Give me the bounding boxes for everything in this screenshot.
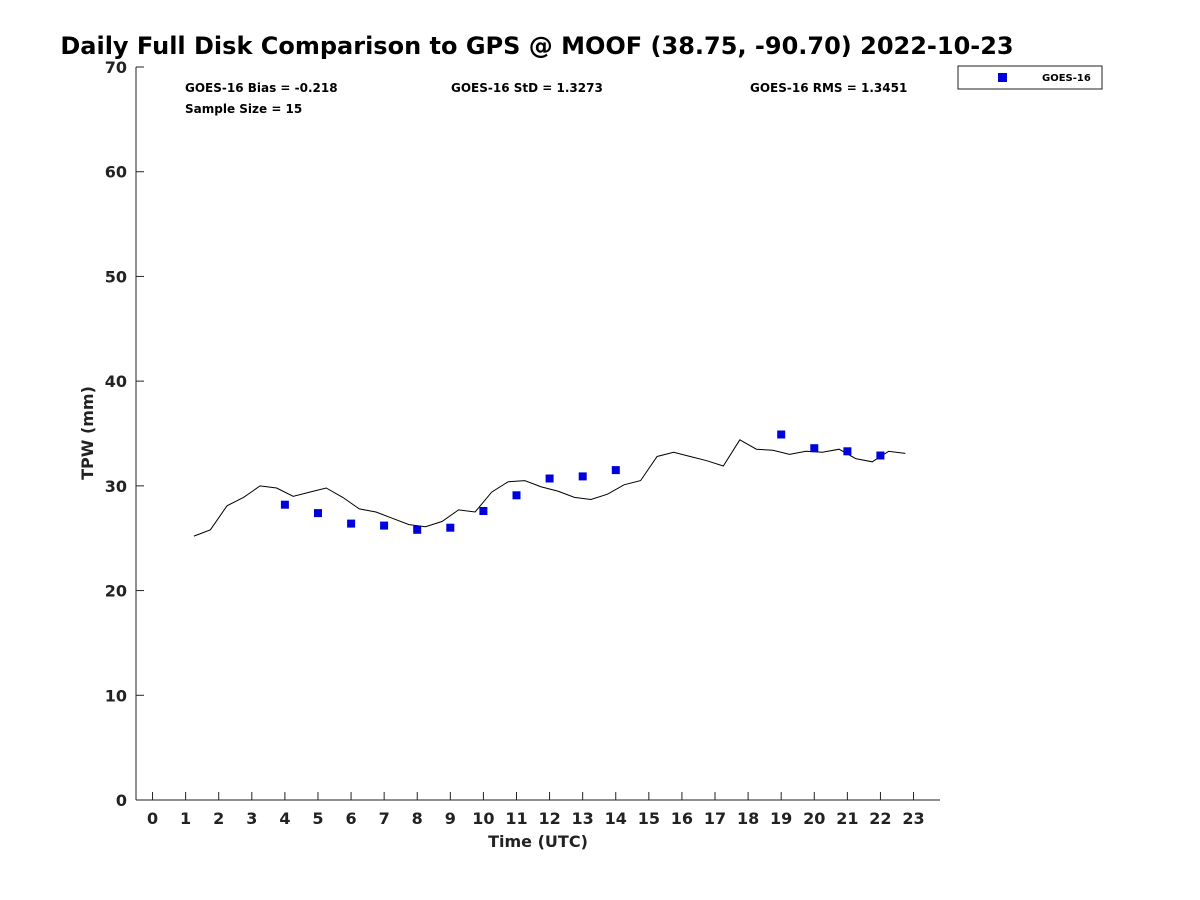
- x-tick-label: 7: [379, 809, 390, 828]
- x-ticks: 0 1 2 3 4 5 6 7 8 9 10 11 12 13 14 15 16 17 18 19 20 21 22 23: [147, 792, 925, 828]
- goes16-point: [876, 451, 885, 460]
- x-tick-label: 6: [345, 809, 356, 828]
- x-tick-label: 22: [869, 809, 891, 828]
- legend-label-goes16: GOES-16: [1042, 73, 1091, 84]
- x-tick-label: 9: [445, 809, 456, 828]
- goes16-point: [347, 519, 356, 528]
- x-tick-label: 20: [803, 809, 825, 828]
- bias-stat: GOES-16 Bias = -0.218: [185, 81, 338, 95]
- x-tick-label: 4: [279, 809, 290, 828]
- std-stat: GOES-16 StD = 1.3273: [451, 81, 603, 95]
- goes16-point: [314, 509, 322, 518]
- sample-size-stat: Sample Size = 15: [185, 102, 302, 116]
- goes16-point: [843, 447, 852, 456]
- y-tick-label: 10: [105, 686, 127, 705]
- y-tick-label: 70: [105, 58, 127, 77]
- y-tick-label: 40: [105, 372, 127, 391]
- y-tick-label: 50: [105, 267, 127, 286]
- x-tick-label: 11: [505, 809, 527, 828]
- y-tick-label: 0: [116, 791, 127, 810]
- goes16-point: [777, 430, 786, 439]
- goes16-point: [380, 521, 389, 530]
- plot-axes: [135, 67, 940, 801]
- x-axis-label: Time (UTC): [488, 832, 588, 851]
- goes16-point: [545, 474, 554, 483]
- x-tick-label: 5: [312, 809, 323, 828]
- x-tick-label: 10: [472, 809, 494, 828]
- goes16-point: [810, 444, 819, 453]
- y-tick-label: 30: [105, 477, 127, 496]
- x-tick-label: 13: [572, 809, 594, 828]
- goes16-point: [479, 507, 488, 515]
- goes16-point: [280, 500, 289, 509]
- x-tick-label: 12: [538, 809, 560, 828]
- legend-box: [957, 65, 1103, 90]
- goes16-point: [578, 472, 587, 481]
- y-tick-label: 20: [105, 582, 127, 601]
- gps-series-line: [193, 439, 906, 537]
- goes16-point: [611, 466, 620, 475]
- chart-title: Daily Full Disk Comparison to GPS @ MOOF…: [60, 32, 1013, 60]
- x-tick-label: 14: [605, 809, 627, 828]
- rms-stat: GOES-16 RMS = 1.3451: [750, 81, 907, 95]
- x-tick-label: 16: [671, 809, 693, 828]
- x-tick-label: 21: [836, 809, 858, 828]
- goes16-point: [512, 491, 521, 500]
- x-tick-label: 19: [770, 809, 792, 828]
- data-series: [193, 430, 906, 537]
- y-ticks: 0 10 20 30 40 50 60 70: [105, 58, 144, 810]
- x-tick-label: 15: [638, 809, 660, 828]
- legend-marker-goes16: [998, 73, 1007, 82]
- x-tick-label: 23: [902, 809, 924, 828]
- legend: GOES-16: [957, 65, 1103, 90]
- goes16-point: [446, 523, 455, 532]
- x-tick-label: 2: [213, 809, 224, 828]
- y-tick-label: 60: [105, 163, 127, 182]
- y-axis-label: TPW (mm): [78, 386, 97, 480]
- x-tick-label: 18: [737, 809, 759, 828]
- x-tick-label: 0: [147, 809, 158, 828]
- goes16-point: [413, 525, 422, 534]
- x-tick-label: 1: [180, 809, 191, 828]
- x-tick-label: 8: [412, 809, 423, 828]
- x-tick-label: 17: [704, 809, 726, 828]
- x-tick-label: 3: [246, 809, 257, 828]
